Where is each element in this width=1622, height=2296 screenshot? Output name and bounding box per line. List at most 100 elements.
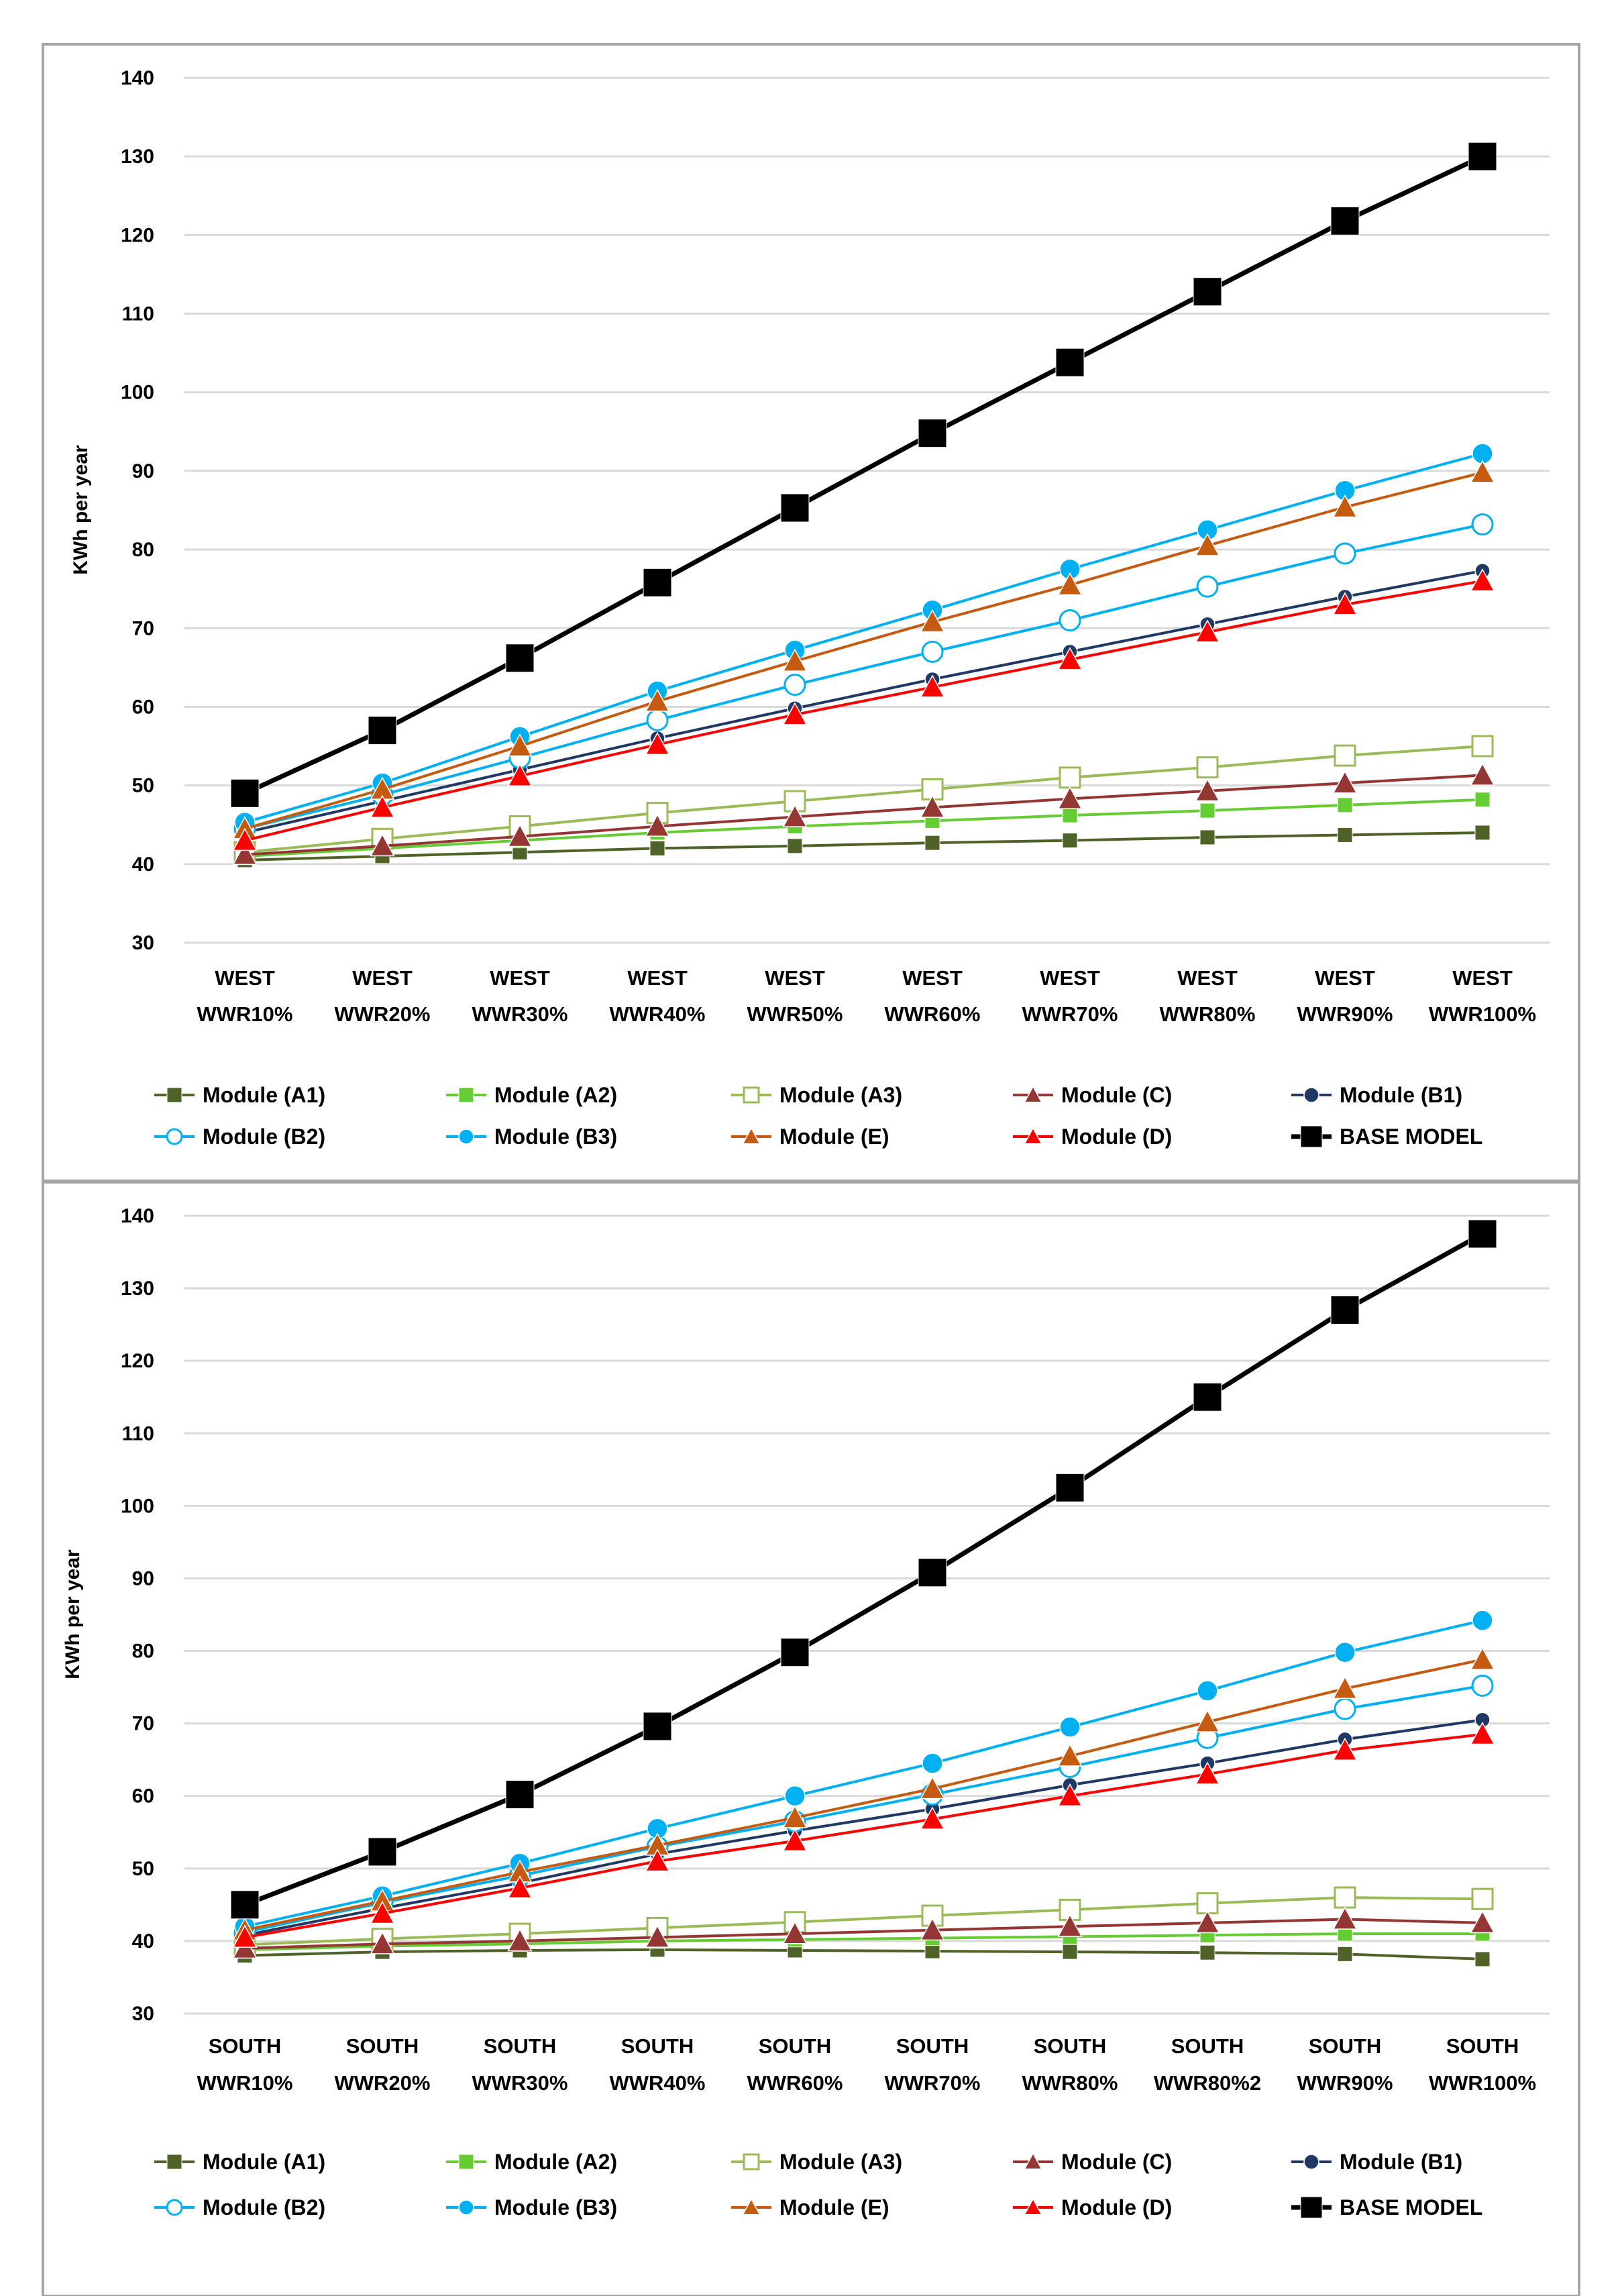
legend-entry: Module (A3) (731, 1083, 902, 1107)
legend-marker (1300, 1125, 1323, 1148)
y-tick-label: 40 (132, 1930, 154, 1952)
legend-label: Module (D) (1061, 2195, 1172, 2220)
series-line (244, 1948, 1483, 1961)
data-point (505, 1780, 535, 1810)
y-tick-label: 120 (121, 1350, 154, 1372)
data-point (1334, 542, 1356, 565)
x-tick-label-line2: WWR30% (472, 2071, 568, 2095)
data-point (918, 1558, 947, 1587)
legend-entry: BASE MODEL (1291, 1125, 1482, 1149)
x-tick-label-line2: WWR40% (610, 1002, 706, 1026)
legend-marker (458, 1087, 474, 1103)
y-tick-label: 70 (132, 617, 154, 639)
y-tick-label: 60 (132, 696, 154, 718)
data-point (784, 1785, 806, 1807)
data-point (1196, 756, 1219, 779)
data-point (643, 1712, 672, 1741)
data-point (920, 609, 945, 633)
data-point (1195, 533, 1220, 556)
data-point (1193, 1382, 1222, 1412)
data-point (920, 794, 945, 818)
data-point (1057, 786, 1083, 809)
data-point (1471, 1674, 1494, 1697)
y-tick-label: 100 (121, 1495, 154, 1517)
x-tick-label-line1: WEST (1040, 966, 1100, 990)
data-point (782, 804, 808, 827)
legend-marker (1300, 2196, 1323, 2219)
y-tick-label: 60 (132, 1785, 154, 1808)
legend-entry: Module (B3) (446, 2195, 617, 2220)
series-line (244, 1684, 1483, 1934)
data-point (232, 1924, 258, 1948)
series-line (244, 774, 1483, 856)
data-point (646, 709, 669, 731)
data-point (920, 1806, 945, 1830)
data-point (370, 1901, 395, 1924)
x-tick-label-line2: WWR20% (335, 2071, 431, 2095)
y-tick-label: 140 (121, 67, 154, 89)
data-point (782, 1805, 808, 1828)
data-point (1470, 1722, 1495, 1745)
data-point (1337, 1946, 1353, 1962)
data-point (1195, 778, 1220, 802)
data-point (924, 835, 940, 851)
legend-marker (166, 2154, 182, 2170)
data-point (1470, 460, 1495, 483)
x-tick-label-line1: SOUTH (209, 2034, 282, 2058)
data-point (1199, 1944, 1215, 1961)
x-tick-label-line2: WWR80% (1160, 1002, 1256, 1026)
data-point (1057, 1783, 1083, 1807)
legend-entry: Module (B2) (154, 2195, 325, 2220)
legend-marker (743, 2153, 760, 2171)
legend-label: Module (E) (779, 1125, 889, 1149)
chart-south: 30 40 50 60 70 80 90 100 110 120 130 140 KWh per yea… (62, 1205, 1550, 2220)
data-point (645, 688, 670, 712)
x-tick-label-line1: WEST (352, 966, 413, 990)
data-point (780, 1638, 810, 1667)
series-line (244, 1619, 1483, 1928)
data-point (1474, 792, 1491, 808)
y-tick-label: 40 (132, 853, 154, 876)
data-point (1195, 1709, 1220, 1732)
data-point (920, 1917, 945, 1941)
series-module-e- (232, 460, 1495, 839)
data-point (1332, 1737, 1358, 1761)
legend-entry: Module (A3) (731, 2150, 902, 2174)
legend-label: Module (D) (1061, 1125, 1172, 1149)
series-line (244, 1231, 1484, 1908)
data-point (1330, 1296, 1360, 1325)
legend-marker (166, 1128, 183, 1145)
data-point (230, 1890, 260, 1920)
series-module-e- (232, 1647, 1495, 1941)
legend-entry: Module (E) (731, 2195, 889, 2220)
legend-marker (743, 1086, 760, 1104)
series-line (244, 579, 1483, 842)
series-base-model (230, 1219, 1497, 1920)
legend-entry: Module (A2) (446, 1083, 617, 1107)
data-point (922, 1753, 943, 1774)
legend-entry: Module (A1) (154, 2150, 325, 2174)
data-point (649, 840, 665, 856)
data-point (645, 813, 670, 837)
series-line (244, 1718, 1483, 1937)
data-point (1059, 1716, 1081, 1738)
data-point (370, 833, 395, 857)
y-tick-label: 110 (122, 303, 154, 325)
data-point (1057, 572, 1083, 596)
series-line (244, 569, 1483, 834)
y-tick-label: 80 (132, 1640, 154, 1663)
data-point (1471, 1887, 1494, 1910)
y-tick-label: 80 (132, 539, 154, 561)
legend-label: Module (A2) (494, 1083, 617, 1107)
y-tick-label: 90 (132, 460, 154, 482)
legend-marker (1024, 1127, 1042, 1145)
legend-marker (1303, 2154, 1319, 2170)
data-point (368, 716, 397, 745)
data-point (370, 794, 395, 818)
y-tick-label: 30 (132, 932, 154, 954)
y-tick-label: 130 (121, 146, 154, 168)
data-point (780, 493, 810, 523)
legend-entry: BASE MODEL (1291, 2195, 1482, 2220)
data-point (1470, 568, 1495, 592)
